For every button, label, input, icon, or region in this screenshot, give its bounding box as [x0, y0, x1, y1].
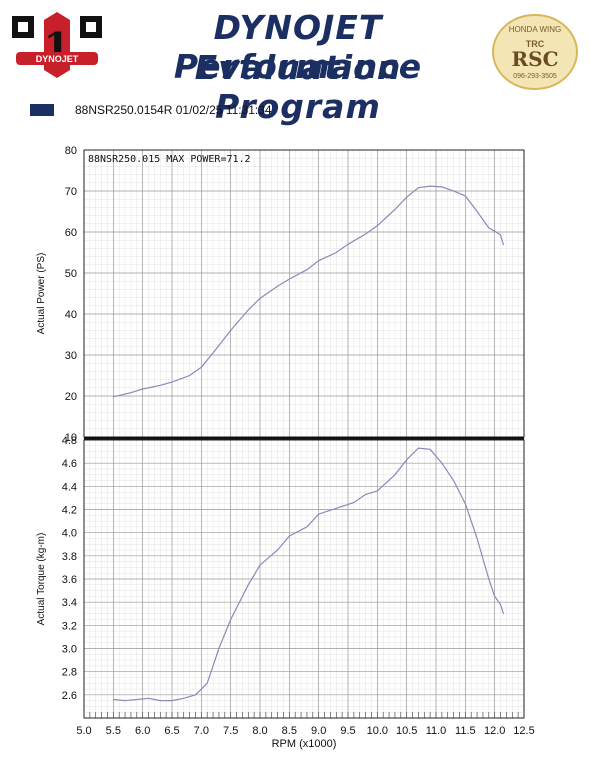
- x-tick-8: 9.0: [311, 725, 326, 737]
- power-y-tick-7: 80: [65, 145, 77, 157]
- torque-y-tick-10: 4.6: [62, 458, 77, 470]
- svg-text:RSC: RSC: [512, 47, 559, 71]
- power-y-tick-5: 60: [65, 227, 77, 239]
- x-tick-4: 7.0: [194, 725, 209, 737]
- svg-text:HONDA WING: HONDA WING: [509, 25, 561, 34]
- x-tick-15: 12.5: [513, 725, 534, 737]
- torque-y-tick-4: 3.4: [62, 597, 77, 609]
- x-axis-label: RPM (x1000): [272, 738, 337, 750]
- x-tick-10: 10.0: [367, 725, 388, 737]
- x-tick-13: 11.5: [455, 725, 476, 737]
- torque-y-tick-6: 3.8: [62, 551, 77, 563]
- legend-label: 88NSR250.0154R 01/02/25 11:31:34: [75, 103, 272, 117]
- x-tick-12: 11.0: [426, 725, 447, 737]
- torque-series-line-0: [113, 447, 505, 702]
- legend-swatch: [30, 104, 54, 116]
- power-y-axis-label: Actual Power (PS): [36, 253, 47, 335]
- x-tick-7: 8.5: [282, 725, 297, 737]
- torque-y-tick-9: 4.4: [62, 481, 77, 493]
- rsc-logo: HONDA WING TRC RSC 096-293-3505: [492, 14, 578, 90]
- x-tick-1: 5.5: [106, 725, 121, 737]
- power-annotation: 88NSR250.015 MAX POWER=71.2: [88, 154, 251, 165]
- torque-y-axis-label: Actual Torque (kg-m): [36, 533, 47, 626]
- power-y-tick-1: 20: [65, 391, 77, 403]
- torque-y-tick-2: 3.0: [62, 644, 77, 656]
- torque-y-tick-5: 3.6: [62, 574, 77, 586]
- svg-text:096-293-3505: 096-293-3505: [513, 73, 557, 80]
- page-title-line1: DYNOJET Performance: [173, 8, 423, 86]
- x-tick-14: 12.0: [484, 725, 505, 737]
- svg-text:DYNOJET: DYNOJET: [36, 54, 79, 64]
- torque-y-tick-3: 3.2: [62, 620, 77, 632]
- x-tick-9: 9.5: [340, 725, 355, 737]
- x-tick-0: 5.0: [76, 725, 91, 737]
- svg-text:TRC: TRC: [526, 39, 545, 49]
- x-tick-11: 10.5: [396, 725, 417, 737]
- torque-y-tick-7: 4.0: [62, 528, 77, 540]
- torque-y-tick-1: 2.8: [62, 667, 77, 679]
- page-title-line2: Evaluation Program: [194, 48, 402, 126]
- dynojet-logo: 1 DYNOJET: [12, 12, 102, 78]
- torque-y-tick-8: 4.2: [62, 505, 77, 517]
- torque-plot-frame: [83, 439, 525, 719]
- x-tick-6: 8.0: [252, 725, 267, 737]
- power-y-tick-2: 30: [65, 350, 77, 362]
- x-tick-2: 6.0: [135, 725, 150, 737]
- x-tick-5: 7.5: [223, 725, 238, 737]
- torque-y-tick-11: 4.8: [62, 435, 77, 447]
- x-tick-3: 6.5: [164, 725, 179, 737]
- power-y-tick-4: 50: [65, 268, 77, 280]
- power-y-tick-6: 70: [65, 186, 77, 198]
- power-series-line-0: [113, 185, 505, 398]
- power-y-tick-3: 40: [65, 309, 77, 321]
- power-y-tick-0: 10: [65, 432, 77, 444]
- torque-y-tick-0: 2.6: [62, 690, 77, 702]
